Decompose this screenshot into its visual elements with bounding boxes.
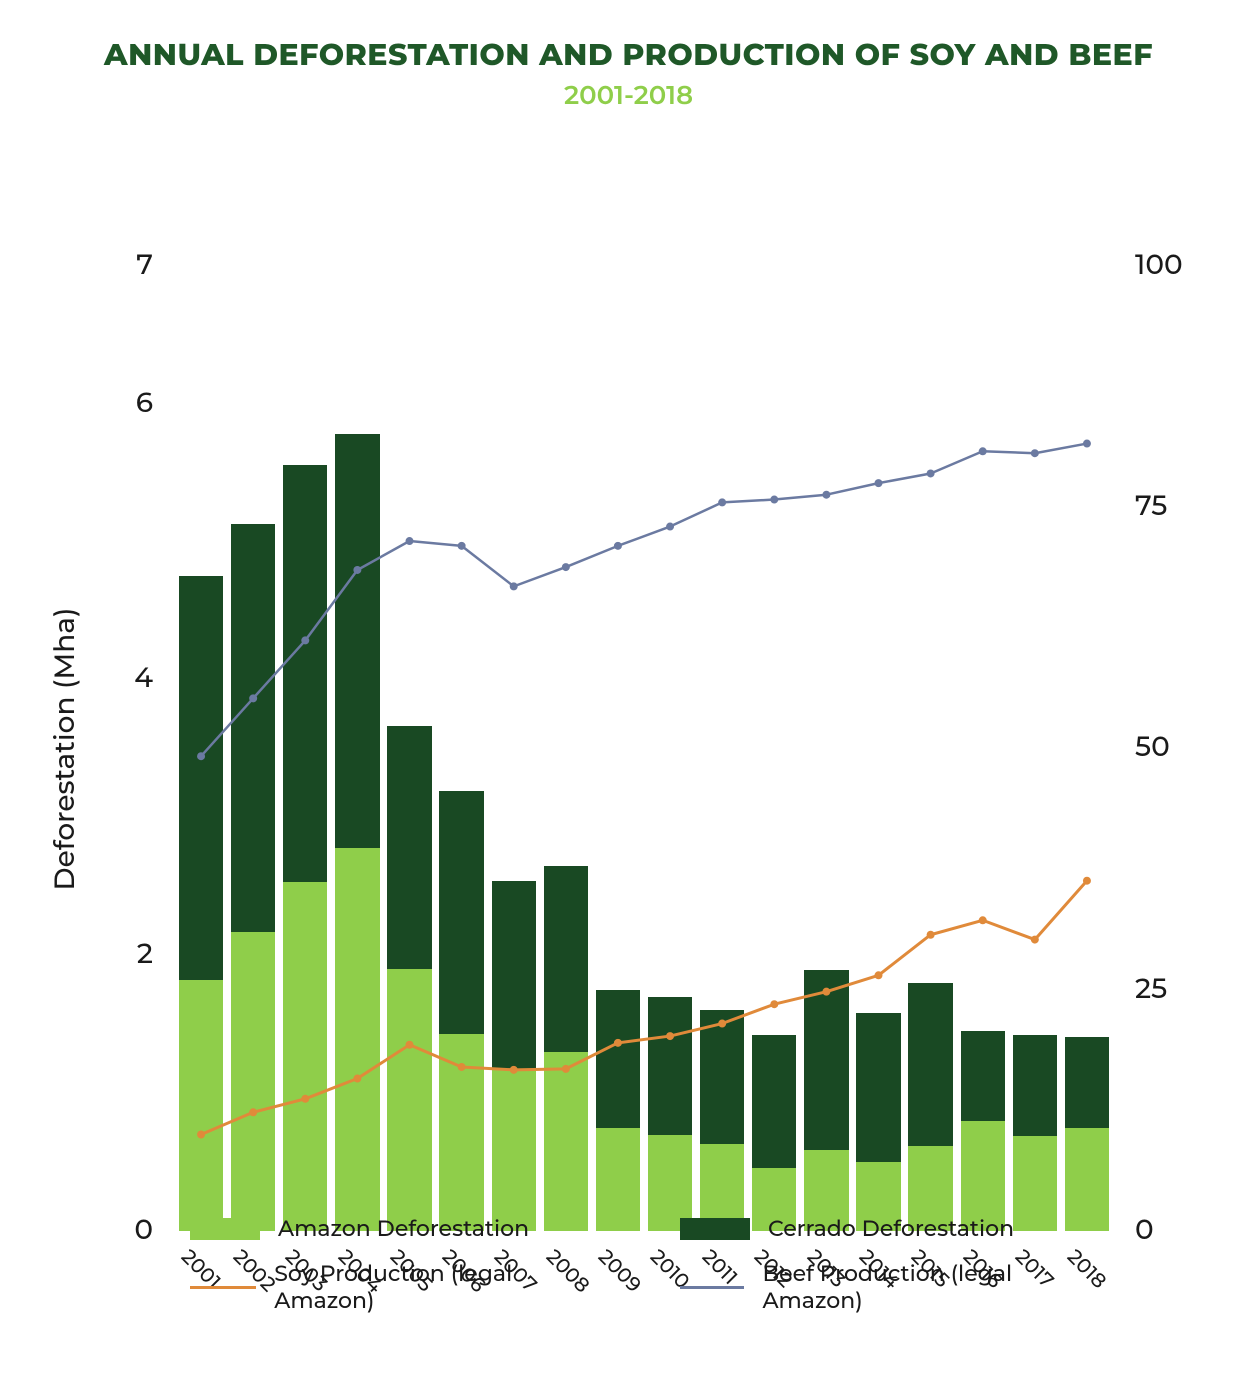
line-series <box>201 444 1087 757</box>
line-marker <box>666 523 674 531</box>
line-marker <box>1083 440 1091 448</box>
y-right-tick: 50 <box>1135 730 1170 764</box>
legend-label: Beef Production (legal Amazon) <box>762 1260 1090 1314</box>
line-marker <box>614 1039 622 1047</box>
line-marker <box>458 1063 466 1071</box>
legend-label: Soy Production (legal Amazon) <box>274 1260 600 1314</box>
legend-item: Beef Production (legal Amazon) <box>680 1260 1090 1314</box>
line-marker <box>875 971 883 979</box>
legend-item: Soy Production (legal Amazon) <box>190 1260 600 1314</box>
line-marker <box>249 694 257 702</box>
line-marker <box>718 498 726 506</box>
chart-subtitle: 2001-2018 <box>0 79 1257 111</box>
y-right-tick: 75 <box>1135 489 1167 523</box>
legend-item: Cerrado Deforestation <box>680 1215 1090 1242</box>
line-marker <box>510 1066 518 1074</box>
line-marker <box>301 1095 309 1103</box>
line-marker <box>979 916 987 924</box>
line-marker <box>353 566 361 574</box>
line-marker <box>406 537 414 545</box>
line-marker <box>510 582 518 590</box>
line-marker <box>353 1075 361 1083</box>
legend-swatch <box>190 1218 260 1240</box>
legend-label: Amazon Deforestation <box>278 1215 529 1242</box>
line-marker <box>249 1108 257 1116</box>
line-marker <box>979 447 987 455</box>
line-marker <box>406 1041 414 1049</box>
legend-line <box>680 1286 744 1289</box>
line-marker <box>875 479 883 487</box>
y-right-tick: 0 <box>1135 1213 1154 1247</box>
line-marker <box>562 1065 570 1073</box>
chart-title: ANNUAL DEFORESTATION AND PRODUCTION OF S… <box>0 0 1257 73</box>
line-marker <box>301 636 309 644</box>
y-left-tick: 2 <box>137 937 153 971</box>
line-marker <box>614 542 622 550</box>
y-axis-left-label: Deforestation (Mha) <box>48 607 82 890</box>
y-left-tick: 7 <box>136 248 153 282</box>
line-marker <box>1083 877 1091 885</box>
line-marker <box>927 469 935 477</box>
line-marker <box>718 1020 726 1028</box>
line-marker <box>1031 449 1039 457</box>
page: ANNUAL DEFORESTATION AND PRODUCTION OF S… <box>0 0 1257 1392</box>
line-marker <box>197 752 205 760</box>
line-marker <box>562 563 570 571</box>
line-marker <box>770 1000 778 1008</box>
line-series <box>201 881 1087 1135</box>
line-marker <box>1031 936 1039 944</box>
chart-area: Deforestation (Mha) Production (1000x t)… <box>0 111 1257 1351</box>
legend-label: Cerrado Deforestation <box>768 1215 1014 1242</box>
line-marker <box>927 931 935 939</box>
line-marker <box>666 1032 674 1040</box>
line-marker <box>822 491 830 499</box>
legend-item: Amazon Deforestation <box>190 1215 600 1242</box>
line-marker <box>822 988 830 996</box>
legend-line <box>190 1286 256 1289</box>
line-marker <box>770 496 778 504</box>
y-left-tick: 6 <box>136 386 153 420</box>
line-series-layer <box>175 266 1113 1231</box>
y-left-tick: 4 <box>134 661 153 695</box>
line-marker <box>197 1131 205 1139</box>
y-left-tick: 0 <box>134 1213 153 1247</box>
y-right-tick: 25 <box>1135 972 1167 1006</box>
line-marker <box>458 542 466 550</box>
y-right-tick: 100 <box>1135 248 1183 282</box>
legend: Amazon Deforestation Cerrado Deforestatio… <box>190 1215 1090 1314</box>
legend-swatch <box>680 1218 750 1240</box>
